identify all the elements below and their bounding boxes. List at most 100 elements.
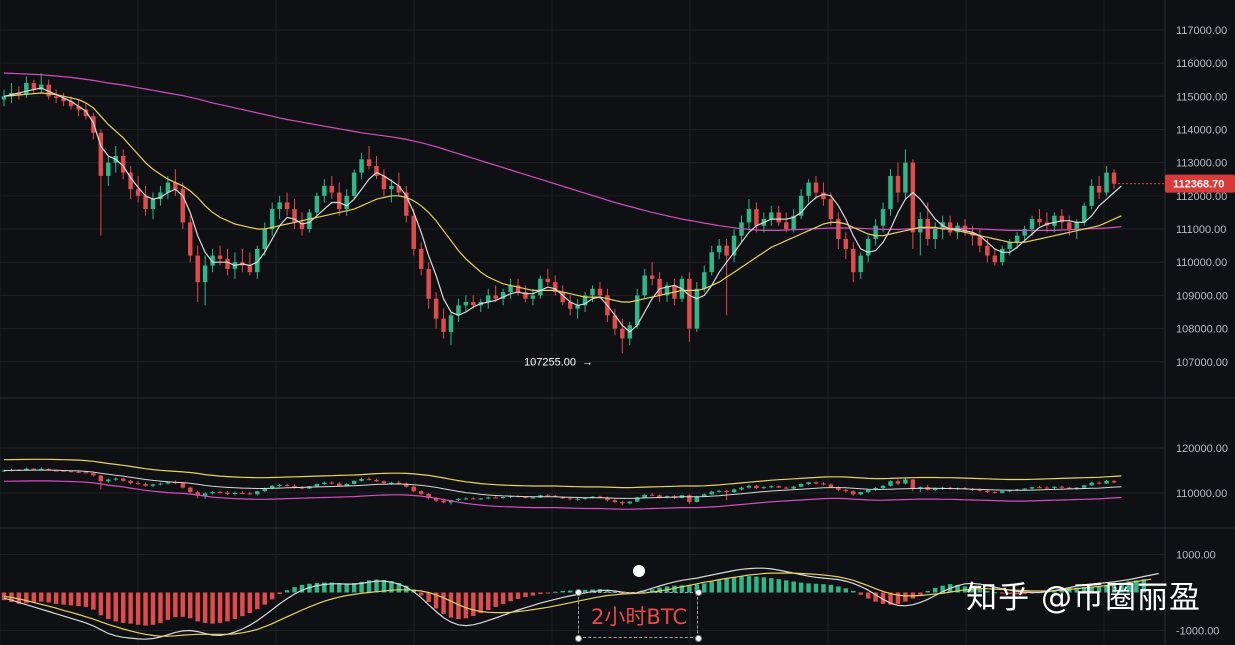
macd-histogram-bar — [53, 592, 59, 604]
candle-body — [53, 96, 59, 98]
macd-histogram-bar — [888, 592, 893, 605]
candle-body — [366, 159, 372, 166]
macd-histogram-bar — [798, 582, 804, 593]
macd-histogram-bar — [903, 592, 908, 602]
mid-candle-body — [851, 491, 856, 495]
mid-candle-body — [351, 480, 357, 484]
ma-fast-line — [3, 87, 1122, 333]
macd-histogram-bar — [851, 590, 856, 593]
macd-histogram-bar — [605, 590, 610, 593]
candle-body — [806, 182, 811, 196]
current-price-tag[interactable]: 112368.70 — [1165, 174, 1235, 193]
macd-histogram-bar — [821, 584, 826, 593]
main-y-tick-label: 111000.00 — [1176, 224, 1226, 236]
watermark: 知乎 @币圈丽盈 — [966, 580, 1201, 616]
drawing-handle-top[interactable] — [633, 565, 645, 577]
macd-histogram-bar — [61, 592, 66, 605]
macd-histogram-bar — [679, 585, 685, 593]
macd-histogram-bar — [329, 582, 335, 593]
macd-histogram-bar — [418, 592, 424, 596]
candle-body — [158, 192, 163, 200]
mid-candle-body — [1059, 486, 1065, 488]
mid-candle-body — [798, 484, 804, 487]
macd-histogram-bar — [918, 592, 923, 595]
candle-body — [1037, 219, 1042, 223]
timeframe-caption-box[interactable]: 2小时BTC — [578, 592, 698, 638]
mid-candle-body — [225, 492, 230, 494]
macd-histogram-bar — [843, 588, 849, 593]
macd-histogram-bar — [977, 589, 983, 593]
macd-histogram-bar — [1096, 586, 1102, 593]
macd-histogram-bar — [404, 585, 409, 593]
mid-candle-body — [642, 494, 647, 498]
caption-handle-top-right[interactable] — [695, 589, 702, 596]
main-y-tick-label: 117000.00 — [1176, 25, 1227, 37]
candle-body — [903, 162, 908, 193]
candle-body — [821, 192, 826, 200]
mid-candle-body — [404, 483, 409, 487]
candle-body — [143, 195, 148, 210]
macd-histogram-bar — [1089, 586, 1094, 593]
mid-candle-body — [1029, 487, 1035, 489]
candle-body — [873, 225, 878, 239]
macd-histogram-bar — [225, 592, 230, 622]
candle-body — [1014, 235, 1020, 243]
candle-body — [16, 92, 22, 95]
candle-body — [724, 245, 729, 256]
macd-histogram-bar — [508, 592, 513, 602]
candle-body — [120, 156, 126, 173]
mid-candle-body — [813, 482, 819, 484]
macd-histogram-bar — [83, 592, 89, 607]
mid-candle-body — [1089, 482, 1094, 486]
mid-candle-body — [433, 497, 439, 501]
candle-body — [813, 182, 819, 193]
macd-histogram-bar — [456, 592, 461, 620]
mid-candle-body — [1104, 480, 1109, 484]
main-y-tick-label: 109000.00 — [1176, 290, 1228, 302]
macd-histogram-bar — [158, 592, 163, 623]
mid-candle-body — [1096, 482, 1102, 484]
mid-candle-body — [485, 497, 491, 499]
macd-histogram-bar — [746, 576, 752, 593]
macd-histogram-bar — [716, 580, 722, 593]
caption-handle-bottom-right[interactable] — [695, 635, 702, 642]
candle-body — [307, 212, 312, 230]
candle-body — [150, 199, 156, 210]
mid-candle-body — [694, 496, 700, 502]
caption-handle-bottom-left[interactable] — [575, 635, 582, 642]
candle-body — [351, 172, 357, 196]
candle-body — [508, 285, 513, 293]
mid-candle-body — [992, 492, 998, 494]
candle-body — [716, 245, 722, 253]
macd-histogram-bar — [515, 592, 521, 599]
caption-handle-top-left[interactable] — [575, 589, 582, 596]
macd-histogram-bar — [932, 587, 938, 593]
macd-histogram-bar — [523, 592, 528, 598]
middle-panel — [1, 458, 1122, 510]
macd-histogram-bar — [754, 576, 759, 593]
candle-body — [836, 219, 841, 239]
mid-candle-body — [627, 501, 633, 504]
mid-candle-body — [188, 487, 193, 493]
macd-histogram-bar — [120, 592, 126, 623]
mid-candle-body — [776, 486, 781, 488]
candle-body — [173, 182, 178, 190]
candle-body — [865, 238, 871, 256]
mid-candle-body — [128, 480, 133, 484]
mid-candle-body — [53, 470, 59, 472]
mid-candle-body — [1037, 487, 1042, 489]
macd-histogram-bar — [776, 579, 781, 593]
macd-histogram-bar — [1126, 581, 1132, 593]
candle-body — [828, 199, 834, 220]
macd-histogram-bar — [582, 589, 588, 593]
candle-body — [381, 175, 387, 190]
candle-body — [269, 209, 275, 230]
macd-histogram-bar — [232, 592, 238, 620]
macd-histogram-bar — [463, 592, 469, 619]
macd-histogram-bar — [687, 584, 692, 593]
candle-body — [485, 295, 491, 303]
mid-candle-body — [739, 487, 744, 490]
macd-histogram-bar — [31, 592, 37, 603]
candle-body — [135, 189, 141, 196]
